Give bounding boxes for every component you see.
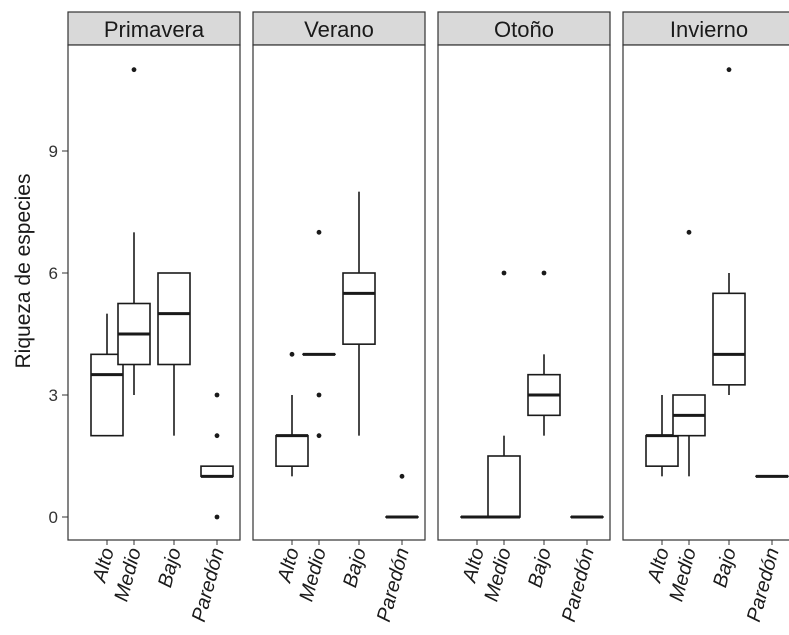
outlier-point <box>214 392 220 398</box>
x-tick-label: Alto <box>273 546 303 586</box>
iqr-box <box>645 434 679 467</box>
outlier-point <box>316 229 322 235</box>
x-tick-label: Alto <box>458 546 488 586</box>
x-tick-label: Alto <box>643 546 673 586</box>
iqr-box <box>200 465 234 478</box>
x-tick-label: Alto <box>88 546 118 586</box>
facet-panel <box>437 44 611 541</box>
facet-strip <box>252 11 426 46</box>
y-axis: 0 3 6 9 <box>49 142 68 527</box>
iqr-box <box>487 455 521 518</box>
outlier-point <box>316 433 322 439</box>
box-medio <box>487 270 521 519</box>
facet-strip-label: Otoño <box>494 17 554 42</box>
outlier-point <box>541 270 547 276</box>
x-tick-label: Bajo <box>339 546 371 590</box>
y-tick-label: 6 <box>49 264 58 283</box>
box-bajo <box>342 191 376 436</box>
box-medio <box>672 229 706 477</box>
facet-strip-label: Verano <box>304 17 374 42</box>
x-tick-label: Paredón <box>373 546 414 625</box>
outlier-point <box>399 473 405 479</box>
box-bajo <box>712 67 746 395</box>
facet-strip-label: Primavera <box>104 17 205 42</box>
iqr-box <box>90 353 124 437</box>
outlier-point <box>214 433 220 439</box>
x-tick-label: Paredón <box>558 546 599 625</box>
box-paredón <box>385 473 419 519</box>
facet-panel <box>67 44 241 541</box>
facet-strip-label: Invierno <box>670 17 748 42</box>
box-medio <box>117 67 151 395</box>
outlier-point <box>686 229 692 235</box>
y-tick-label: 9 <box>49 142 58 161</box>
box-medio <box>302 229 336 439</box>
x-tick-label: Paredón <box>188 546 229 625</box>
facet-strip <box>622 11 789 46</box>
outlier-point <box>289 351 295 357</box>
box-alto <box>90 313 124 437</box>
y-tick-label: 3 <box>49 386 58 405</box>
box-bajo <box>527 270 561 436</box>
x-tick-label: Bajo <box>709 546 741 590</box>
facet-strip <box>67 11 241 46</box>
facet-strip <box>437 11 611 46</box>
box-bajo <box>157 272 191 436</box>
x-tick-label: Paredón <box>743 546 784 625</box>
y-axis-title: Riqueza de especies <box>12 174 35 369</box>
outlier-point <box>501 270 507 276</box>
outlier-point <box>214 514 220 520</box>
outlier-point <box>726 67 732 73</box>
outlier-point <box>131 67 137 73</box>
box-alto <box>275 351 309 477</box>
iqr-box <box>157 272 191 366</box>
outlier-point <box>316 392 322 398</box>
x-tick-label: Bajo <box>524 546 556 590</box>
iqr-box <box>342 272 376 345</box>
x-tick-label: Bajo <box>154 546 186 590</box>
iqr-box <box>275 434 309 467</box>
iqr-box <box>712 292 746 386</box>
y-tick-label: 0 <box>49 508 58 527</box>
box-paredón <box>200 392 234 520</box>
